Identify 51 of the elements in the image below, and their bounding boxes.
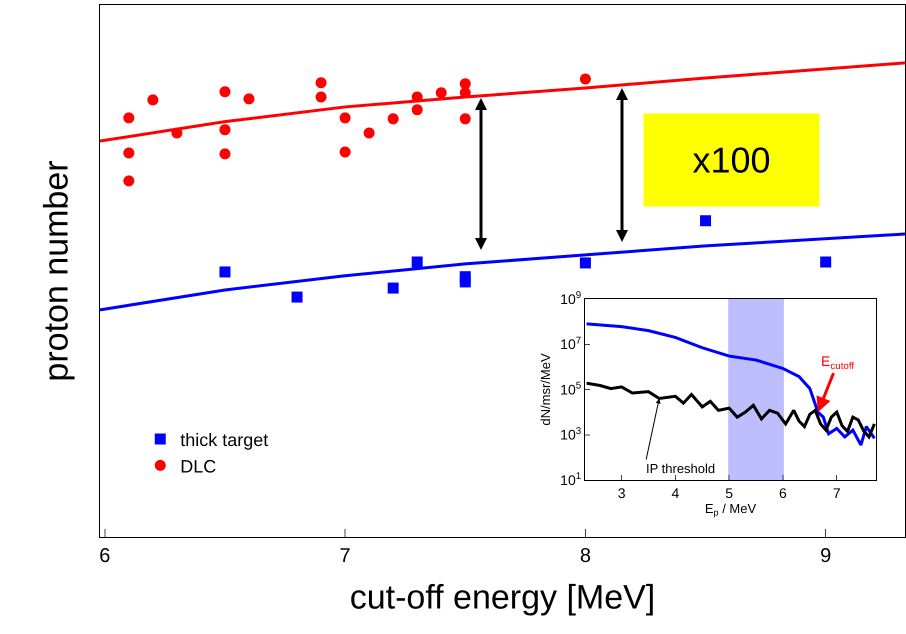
x-tick-label: 6: [99, 545, 110, 567]
point: [436, 87, 447, 98]
x-tick-label: 7: [340, 545, 351, 567]
point: [364, 128, 375, 139]
point: [388, 282, 399, 294]
x-axis-title: E$_{p}$ / MeV: [704, 500, 756, 518]
y-tick-label: 10$^{1}$: [560, 471, 582, 488]
point: [412, 256, 423, 268]
x-tick-label: 3: [618, 484, 626, 501]
x-tick-label: 4: [671, 484, 680, 501]
point: [219, 86, 230, 98]
point: [123, 112, 134, 124]
point: [219, 266, 230, 278]
point: [123, 147, 134, 158]
y-axis-title: proton number: [38, 160, 76, 382]
y-tick-label: 10$^{7}$: [560, 335, 582, 352]
point: [316, 77, 327, 88]
point: [580, 257, 591, 268]
point: [340, 146, 351, 158]
point: [460, 113, 471, 124]
legend-label: thick target: [180, 430, 268, 450]
x-tick-label: 9: [820, 545, 832, 567]
point: [412, 104, 423, 116]
x-tick-label: 8: [580, 545, 591, 567]
point: [388, 113, 399, 124]
x-tick-label: 5: [725, 484, 734, 501]
point: [123, 175, 134, 186]
annotation: E$_{cutoff}$: [821, 353, 854, 372]
line-series: [585, 322, 876, 447]
point: [580, 73, 591, 84]
x-tick-label: 6: [779, 484, 788, 501]
point: [820, 256, 832, 268]
point: [316, 91, 327, 102]
legend-label: DLC: [180, 456, 216, 476]
point: [292, 292, 303, 303]
point: [219, 124, 230, 136]
x-tick-label: 7: [832, 484, 841, 501]
point: [219, 148, 230, 160]
y-tick-label: 10$^{3}$: [560, 426, 582, 443]
annotation: IP threshold: [646, 461, 716, 476]
y-tick-label: 10$^{9}$: [560, 290, 582, 307]
point: [700, 215, 712, 226]
point: [460, 78, 471, 90]
annotation: x100: [692, 140, 771, 180]
point: [340, 112, 351, 124]
point: [147, 94, 158, 106]
x-axis-title: cut-off energy [MeV]: [350, 578, 656, 616]
y-axis-title: dN/msr/MeV: [538, 353, 554, 426]
point: [460, 276, 471, 288]
point: [243, 93, 254, 104]
y-tick-label: 10$^{5}$: [560, 380, 582, 398]
